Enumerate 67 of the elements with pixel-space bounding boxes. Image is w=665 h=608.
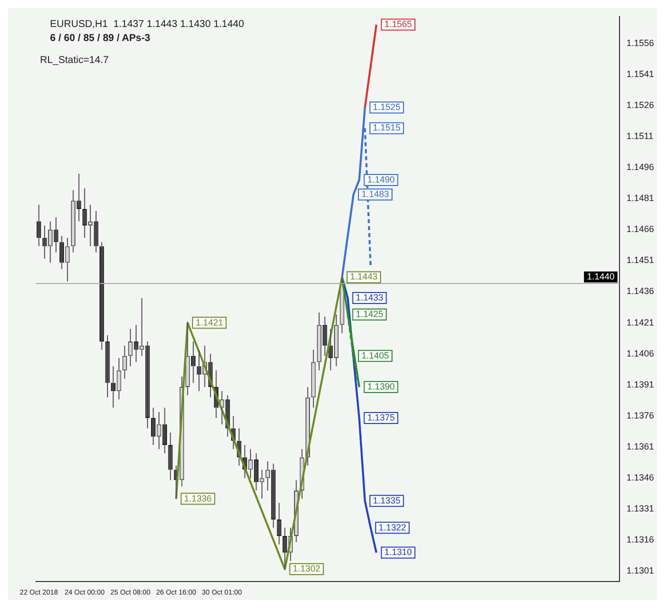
candlestick bbox=[70, 190, 76, 253]
data-label: 1.1443 bbox=[350, 272, 378, 282]
data-label: 1.1565 bbox=[384, 19, 412, 30]
y-tick-label: 1.1511 bbox=[626, 130, 654, 141]
data-label: 1.1490 bbox=[367, 174, 395, 184]
data-label: 1.1336 bbox=[184, 493, 212, 504]
candlestick bbox=[276, 502, 282, 545]
candlestick bbox=[168, 432, 173, 481]
y-tick-label: 1.1436 bbox=[626, 286, 654, 296]
candlestick bbox=[185, 322, 190, 396]
candlestick bbox=[311, 349, 316, 408]
y-tick-label: 1.1361 bbox=[626, 442, 654, 452]
data-label: 1.1421 bbox=[196, 317, 224, 328]
data-label: 1.1525 bbox=[372, 102, 400, 112]
candlestick bbox=[76, 173, 82, 222]
data-label: 1.1375 bbox=[367, 412, 395, 423]
y-tick-label: 1.1376 bbox=[626, 410, 654, 420]
candlestick bbox=[156, 411, 162, 450]
y-tick-label: 1.1451 bbox=[626, 255, 654, 266]
data-label: 1.1433 bbox=[356, 292, 384, 302]
y-tick-label: 1.1421 bbox=[626, 317, 654, 328]
candlestick bbox=[99, 242, 104, 350]
data-label: 1.1322 bbox=[378, 522, 406, 532]
data-label: 1.1483 bbox=[361, 188, 390, 199]
y-tick-label: 1.1466 bbox=[626, 224, 654, 234]
y-tick-label: 1.1301 bbox=[626, 566, 654, 576]
y-tick-label: 1.1391 bbox=[626, 379, 654, 390]
candlestick bbox=[122, 345, 127, 380]
candlestick bbox=[316, 312, 322, 371]
candlestick bbox=[65, 237, 70, 282]
candlestick bbox=[105, 334, 110, 398]
y-tick-label: 1.1481 bbox=[626, 193, 654, 204]
data-label: 1.1405 bbox=[361, 350, 390, 360]
candlestick bbox=[248, 448, 253, 479]
text: 6 / 60 / 85 / 89 / APs-3 bbox=[50, 33, 151, 44]
y-tick-label: 1.1406 bbox=[626, 348, 654, 358]
data-label: 1.1302 bbox=[292, 564, 320, 574]
candlestick bbox=[88, 204, 93, 247]
y-tick-label: 1.1526 bbox=[626, 100, 654, 110]
ref-line-label: 1.1440 bbox=[586, 271, 614, 282]
data-label: 1.1335 bbox=[372, 495, 400, 506]
candlestick bbox=[191, 340, 196, 384]
candlestick bbox=[265, 461, 270, 492]
y-tick-label: 1.1331 bbox=[626, 504, 654, 514]
annotation: RL_Static=14.7 bbox=[40, 55, 110, 66]
candlestick bbox=[328, 328, 333, 371]
y-tick-label: 1.1541 bbox=[626, 68, 654, 79]
y-tick-label: 1.1556 bbox=[626, 38, 654, 48]
candlestick bbox=[42, 225, 47, 260]
candlestick bbox=[260, 469, 264, 500]
candlestick bbox=[271, 463, 276, 528]
data-label: 1.1310 bbox=[384, 547, 412, 558]
candlestick bbox=[140, 297, 144, 356]
chart-title: EURUSD,H1 1.1437 1.1443 1.1430 1.1440 bbox=[50, 19, 244, 30]
y-tick-label: 1.1346 bbox=[626, 472, 654, 483]
data-label: 1.1515 bbox=[372, 122, 400, 133]
candlestick bbox=[128, 328, 133, 367]
candlestick bbox=[322, 316, 328, 356]
data-label: 1.1425 bbox=[356, 309, 384, 320]
data-label: 1.1390 bbox=[367, 381, 395, 392]
y-tick-label: 1.1316 bbox=[626, 534, 654, 545]
candlestick bbox=[36, 204, 42, 247]
candlestick bbox=[116, 358, 122, 400]
candlestick bbox=[48, 220, 53, 264]
candlestick bbox=[334, 314, 339, 367]
candlestick bbox=[82, 188, 87, 238]
y-tick-label: 1.1496 bbox=[626, 162, 654, 172]
